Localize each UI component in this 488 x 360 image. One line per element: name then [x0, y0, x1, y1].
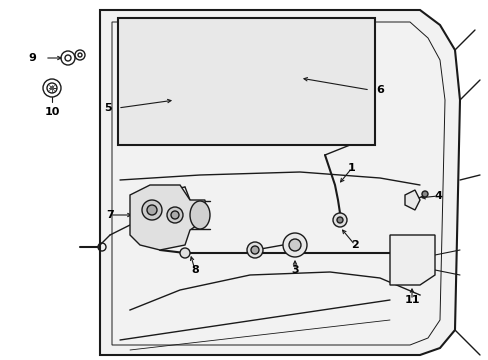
Text: 5: 5 [104, 103, 112, 113]
Circle shape [180, 248, 190, 258]
Text: 8: 8 [191, 265, 199, 275]
Circle shape [250, 246, 259, 254]
Circle shape [50, 86, 54, 90]
Text: 4: 4 [433, 191, 441, 201]
Polygon shape [100, 10, 459, 355]
Text: 2: 2 [350, 240, 358, 250]
Circle shape [147, 205, 157, 215]
Circle shape [142, 200, 162, 220]
Text: 10: 10 [44, 107, 60, 117]
Circle shape [332, 213, 346, 227]
Text: 11: 11 [404, 295, 419, 305]
Polygon shape [404, 190, 419, 210]
Text: 3: 3 [290, 265, 298, 275]
Circle shape [421, 191, 427, 197]
Circle shape [288, 239, 301, 251]
Ellipse shape [190, 201, 209, 229]
Circle shape [167, 207, 183, 223]
Circle shape [336, 217, 342, 223]
Text: 9: 9 [28, 53, 36, 63]
Polygon shape [130, 185, 204, 250]
Bar [118, 18, 374, 145]
Circle shape [246, 242, 263, 258]
Text: 1: 1 [347, 163, 355, 173]
Polygon shape [389, 235, 434, 285]
Text: 6: 6 [375, 85, 383, 95]
Circle shape [171, 211, 179, 219]
Text: 7: 7 [106, 210, 114, 220]
Circle shape [283, 233, 306, 257]
